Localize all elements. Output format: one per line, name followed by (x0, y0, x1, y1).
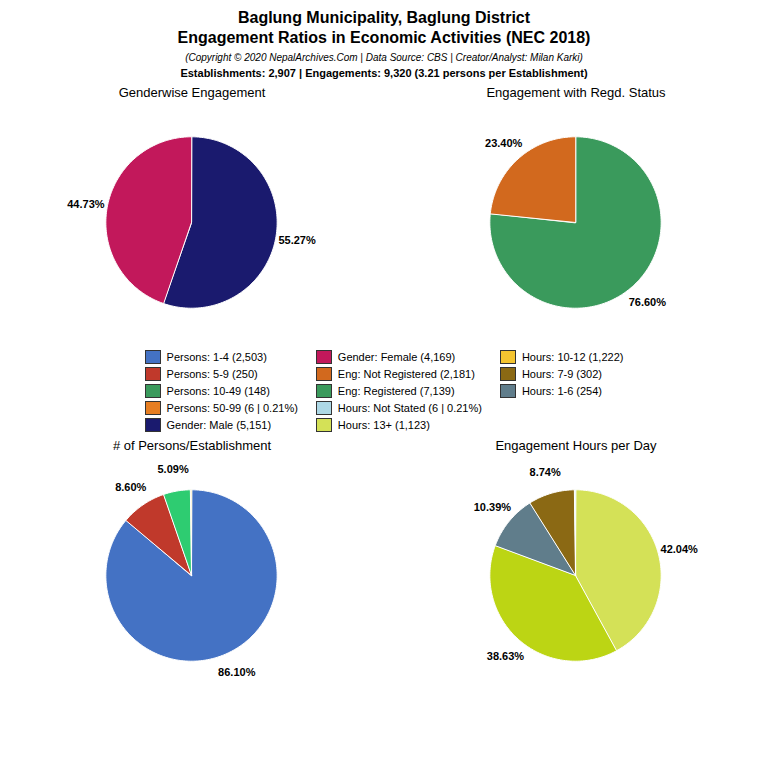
html-text:Persons: 5-9 (250): Persons: 5-9 (250) (166, 368, 258, 380)
svg-text:76.60%: 76.60% (629, 295, 667, 307)
svg-text:5.09%: 5.09% (157, 463, 188, 475)
svg-text:86.10%: 86.10% (218, 666, 256, 678)
svg-text:55.27%: 55.27% (278, 234, 316, 246)
html-text:Hours: 7-9 (302): Hours: 7-9 (302) (521, 368, 602, 380)
svg-text:42.04%: 42.04% (661, 542, 699, 554)
html-text:Engagement Ratios in Economic: Engagement Ratios in Economic Activities… (177, 29, 591, 46)
svg-text:23.40%: 23.40% (485, 137, 523, 149)
html-text:Establishments: 2,907 | Engage: Establishments: 2,907 | Engagements: 9,3… (180, 67, 588, 79)
html-text:Genderwise Engagement: Genderwise Engagement (118, 85, 266, 100)
html-text:Hours: 10-12 (1,222): Hours: 10-12 (1,222) (521, 351, 624, 363)
html-text:Persons: 50-99 (6 | 0.21%): Persons: 50-99 (6 | 0.21%) (166, 402, 298, 414)
html-text:Engagement with Regd. Status: Engagement with Regd. Status (486, 85, 666, 100)
html-text:Hours: Not Stated (6 | 0.21%): Hours: Not Stated (6 | 0.21%) (337, 402, 482, 414)
svg-text:8.60%: 8.60% (115, 481, 146, 493)
html-text:Gender: Male (5,151): Gender: Male (5,151) (166, 419, 272, 431)
html-text:# of Persons/Establishment: # of Persons/Establishment (112, 438, 272, 453)
svg-text:38.63%: 38.63% (487, 650, 525, 662)
html-text:Engagement Hours per Day: Engagement Hours per Day (495, 438, 657, 453)
html-text:(Copyright © 2020 NepalArchive: (Copyright © 2020 NepalArchives.Com | Da… (185, 52, 583, 63)
html-text:Persons: 10-49 (148): Persons: 10-49 (148) (166, 385, 270, 397)
html-text:Eng: Not Registered (2,181): Eng: Not Registered (2,181) (337, 368, 475, 380)
html-text:Baglung Municipality, Baglung: Baglung Municipality, Baglung District (237, 9, 531, 26)
svg-text:10.39%: 10.39% (474, 501, 512, 513)
html-text:Persons: 1-4 (2,503): Persons: 1-4 (2,503) (166, 351, 267, 363)
html-text:Gender: Female (4,169): Gender: Female (4,169) (337, 351, 456, 363)
svg-text:8.74%: 8.74% (530, 466, 561, 478)
html-text:Eng: Registered (7,139): Eng: Registered (7,139) (337, 385, 455, 397)
html-text:Hours: 1-6 (254): Hours: 1-6 (254) (521, 385, 602, 397)
svg-text:44.73%: 44.73% (67, 198, 105, 210)
html-text:Hours: 13+ (1,123): Hours: 13+ (1,123) (337, 419, 430, 431)
